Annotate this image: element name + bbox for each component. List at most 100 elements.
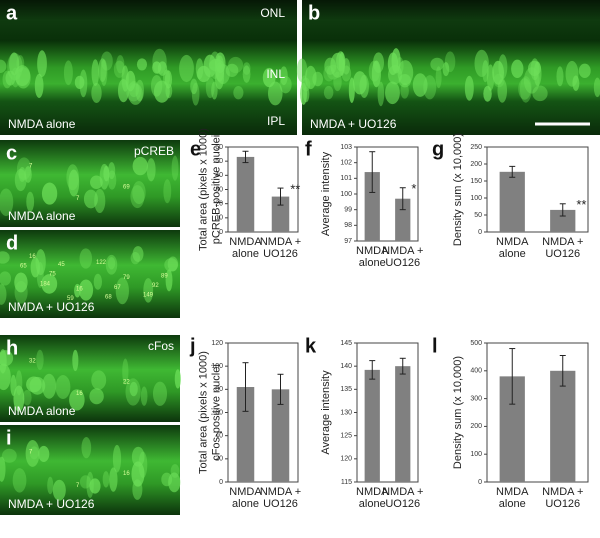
- micrograph: [0, 140, 180, 227]
- y-tick-label: 100: [211, 363, 223, 370]
- bar: [499, 171, 525, 232]
- bar: [364, 369, 380, 482]
- y-tick-label: 200: [470, 423, 482, 430]
- y-axis-label: Average intensity: [320, 151, 332, 236]
- x-label-box: NMDA alone: [496, 486, 528, 510]
- nucleus: [42, 373, 57, 399]
- nucleus: [171, 155, 179, 181]
- cell-number: 7: [76, 483, 80, 489]
- panel-letter: d: [6, 232, 18, 254]
- y-tick-label: 135: [340, 386, 352, 393]
- nucleus: [79, 475, 92, 489]
- x-tick-label: NMDA + UO126: [382, 245, 424, 269]
- significance: **: [576, 197, 586, 212]
- nucleus: [385, 81, 400, 105]
- nucleus: [190, 78, 198, 95]
- marker-label: pCREB: [134, 144, 174, 158]
- plot-frame: [486, 342, 589, 483]
- panel-letter: l: [432, 335, 438, 357]
- layer-label: INL: [266, 67, 285, 81]
- nucleus: [578, 63, 591, 78]
- caption: NMDA alone: [8, 209, 76, 223]
- nucleus: [14, 65, 31, 87]
- panel-letter: k: [305, 335, 317, 357]
- nucleus: [174, 369, 181, 389]
- nucleus: [464, 75, 474, 101]
- nucleus: [0, 59, 7, 73]
- y-tick-label: 140: [340, 363, 352, 370]
- nucleus: [130, 185, 145, 209]
- panel-letter: h: [6, 337, 18, 359]
- nucleus: [91, 59, 100, 87]
- nucleus: [191, 82, 200, 106]
- nucleus: [72, 349, 79, 372]
- y-tick-label: 10: [215, 215, 223, 222]
- cell-number: 7: [29, 164, 33, 170]
- nucleus: [442, 62, 450, 77]
- y-tick-label: 120: [211, 340, 223, 347]
- bar: [364, 172, 380, 241]
- layer-label: ONL: [260, 6, 285, 20]
- nucleus: [150, 74, 163, 97]
- x-label-box: NMDA alone: [356, 486, 389, 510]
- nucleus: [371, 60, 381, 88]
- nucleus: [126, 82, 141, 102]
- nucleus: [143, 278, 154, 303]
- caption: NMDA + UO126: [8, 300, 95, 314]
- nucleus: [5, 70, 16, 86]
- nucleus: [323, 85, 334, 100]
- x-label-box: NMDA + UO126: [382, 245, 424, 269]
- y-tick-label: 100: [340, 191, 352, 198]
- x-tick-label: NMDA + UO126: [542, 486, 584, 510]
- nucleus: [29, 376, 46, 395]
- nucleus: [228, 56, 244, 74]
- y-tick-label: 115: [341, 479, 352, 486]
- x-label-box: NMDA + UO126: [542, 486, 584, 510]
- bar: [395, 366, 411, 482]
- y-tick-label: 20: [215, 456, 223, 463]
- nucleus: [108, 162, 116, 180]
- x-label-box: NMDA + UO126: [382, 486, 424, 510]
- nucleus: [130, 252, 141, 265]
- y-tick-label: 50: [474, 212, 482, 219]
- y-tick-label: 300: [470, 395, 482, 402]
- cell-number: 184: [40, 281, 51, 287]
- nucleus: [511, 59, 524, 79]
- cell-number: 16: [123, 471, 130, 477]
- nucleus: [91, 370, 107, 390]
- nucleus: [41, 182, 58, 205]
- nucleus: [165, 269, 173, 292]
- y-tick-label: 130: [340, 409, 352, 416]
- cell-number: 149: [143, 293, 154, 299]
- nucleus: [279, 66, 288, 86]
- bar: [271, 389, 290, 482]
- nucleus: [37, 50, 47, 78]
- y-tick-label: 0: [478, 479, 482, 486]
- x-tick-label: NMDA + UO126: [382, 486, 424, 510]
- bar: [236, 156, 255, 232]
- nucleus: [90, 175, 103, 190]
- cell-number: 92: [152, 283, 159, 289]
- nucleus: [136, 58, 148, 71]
- cell-number: 69: [123, 185, 130, 191]
- nucleus: [532, 85, 548, 102]
- cell-number: 89: [161, 273, 168, 279]
- x-tick-label: NMDA alone: [356, 486, 389, 510]
- nucleus: [593, 77, 600, 98]
- nucleus: [74, 75, 85, 89]
- y-axis-label: Total area (pixels x 1000): [197, 128, 209, 251]
- nucleus: [556, 66, 564, 87]
- cell-number: 7: [29, 450, 33, 456]
- nucleus: [99, 163, 110, 190]
- nucleus: [152, 381, 168, 406]
- bar: [236, 387, 255, 482]
- y-tick-label: 250: [470, 144, 482, 151]
- y-tick-label: 0: [219, 229, 223, 236]
- nucleus: [0, 363, 11, 391]
- panel-letter: g: [432, 138, 444, 160]
- bar: [271, 196, 290, 232]
- y-tick-label: 100: [470, 451, 482, 458]
- caption: NMDA alone: [8, 404, 76, 418]
- y-tick-label: 97: [344, 238, 352, 245]
- y-tick-label: 400: [470, 368, 482, 375]
